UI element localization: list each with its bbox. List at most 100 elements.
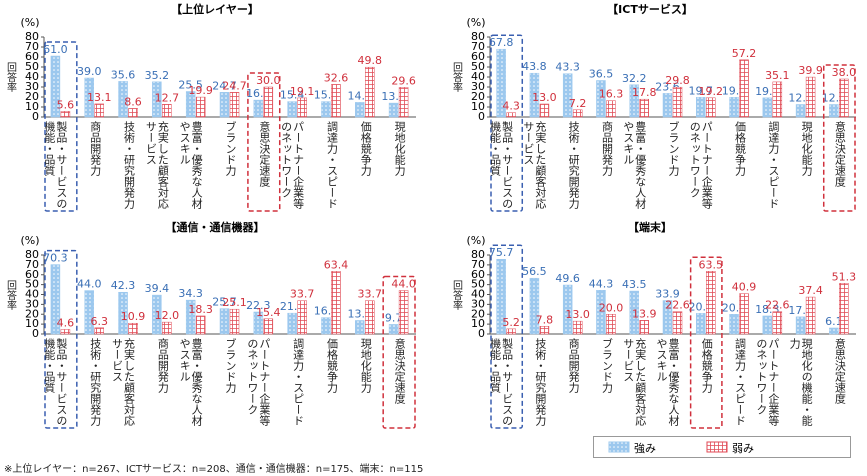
value-label: 33.7 bbox=[290, 288, 315, 301]
y-unit: (%) bbox=[20, 234, 39, 247]
y-unit: (%) bbox=[466, 234, 485, 247]
bar bbox=[50, 264, 61, 335]
bar bbox=[839, 283, 849, 335]
legend-swatch-fill bbox=[706, 441, 728, 453]
value-label: 75.7 bbox=[489, 246, 514, 259]
x-tick-label: 価格競争力 bbox=[733, 121, 747, 176]
x-tick-label: 意思決定速度 bbox=[257, 121, 271, 187]
bar bbox=[331, 271, 341, 335]
x-tick-label: 商品開発力 bbox=[156, 338, 170, 393]
x-tick-label: 製品・サービスの機能・品質 bbox=[42, 121, 68, 209]
value-label: 44.0 bbox=[77, 278, 102, 291]
bar bbox=[365, 300, 375, 335]
bar bbox=[388, 102, 399, 118]
y-tick-label: 80 bbox=[25, 30, 39, 43]
bar bbox=[287, 312, 297, 335]
value-label: 19.7 bbox=[689, 84, 714, 97]
y-tick-label: 20 bbox=[471, 307, 485, 320]
x-tick-label: 調達力・スピード bbox=[733, 338, 747, 426]
bar bbox=[162, 321, 172, 335]
x-tick-label: 商品開発力 bbox=[88, 121, 102, 176]
bar bbox=[762, 315, 773, 335]
y-tick-label: 70 bbox=[25, 40, 39, 53]
x-tick-label: 調達力・スピード bbox=[291, 338, 305, 426]
legend-label: 強み bbox=[634, 442, 656, 455]
bar bbox=[229, 308, 240, 335]
y-tick-label: 50 bbox=[471, 278, 485, 291]
value-label: 6.1 bbox=[825, 315, 843, 328]
value-label: 24.7 bbox=[212, 79, 237, 92]
value-label: 16.3 bbox=[599, 88, 624, 101]
legend-swatch bbox=[706, 441, 728, 453]
x-tick-label: パートナー企業等のネットワーク bbox=[245, 338, 271, 426]
value-label: 29.6 bbox=[391, 74, 416, 87]
bar bbox=[596, 290, 606, 335]
value-label: 7.2 bbox=[569, 97, 587, 110]
value-label: 20.0 bbox=[599, 301, 624, 314]
y-tick-label: 80 bbox=[25, 248, 39, 261]
y-tick-label: 70 bbox=[471, 40, 485, 53]
y-tick-label: 30 bbox=[25, 80, 39, 93]
value-label: 13.1 bbox=[87, 91, 112, 104]
y-tick-label: 10 bbox=[471, 317, 485, 330]
value-label: 4.3 bbox=[502, 100, 520, 113]
bar bbox=[496, 48, 506, 118]
value-label: 5.6 bbox=[57, 98, 75, 111]
value-label: 15.4 bbox=[256, 306, 281, 319]
value-label: 39.4 bbox=[145, 282, 170, 295]
x-tick-label: 充実した顧客対応サービス bbox=[521, 121, 547, 209]
bar bbox=[606, 314, 616, 335]
value-label: 25.1 bbox=[222, 296, 247, 309]
value-label: 40.9 bbox=[732, 281, 757, 294]
x-tick-label: 価格競争力 bbox=[700, 338, 714, 393]
x-tick-label: 充実した顧客対応サービス bbox=[110, 338, 136, 426]
chart-title: 【端末】 bbox=[628, 220, 672, 234]
x-tick-label: 商品開発力 bbox=[567, 338, 581, 393]
bar bbox=[152, 81, 162, 118]
value-label: 9.7 bbox=[385, 311, 403, 324]
value-label: 19.2 bbox=[699, 85, 724, 98]
y-tick-label: 60 bbox=[471, 268, 485, 281]
value-label: 24.7 bbox=[222, 79, 247, 92]
bar bbox=[60, 329, 71, 335]
bar bbox=[253, 99, 264, 118]
bar bbox=[772, 311, 783, 335]
value-label: 34.3 bbox=[178, 287, 203, 300]
bar bbox=[128, 322, 138, 335]
x-tick-label: 調達力・スピード bbox=[766, 121, 780, 209]
bar bbox=[84, 77, 94, 118]
y-tick-label: 60 bbox=[25, 50, 39, 63]
bar bbox=[321, 101, 331, 118]
highlight-box bbox=[490, 244, 524, 429]
x-tick-label: 価格競争力 bbox=[325, 338, 339, 393]
bar bbox=[672, 311, 683, 335]
value-label: 19.9 bbox=[188, 84, 213, 97]
y-unit: (%) bbox=[466, 16, 485, 29]
value-label: 49.8 bbox=[358, 54, 383, 67]
bar bbox=[297, 300, 307, 335]
x-tick-label: 調達力・スピード bbox=[325, 121, 339, 209]
value-label: 43.3 bbox=[555, 61, 580, 74]
x-tick-label: 豊富・優秀な人材やスキル bbox=[178, 121, 204, 209]
bar bbox=[562, 73, 573, 118]
bar bbox=[118, 81, 128, 118]
legend-swatch-fill bbox=[608, 441, 630, 453]
value-label: 43.8 bbox=[522, 60, 547, 73]
bar bbox=[596, 80, 606, 118]
y-tick-label: 80 bbox=[471, 30, 485, 43]
bar bbox=[388, 324, 399, 335]
bar bbox=[795, 104, 806, 118]
y-tick-label: 0 bbox=[478, 327, 485, 340]
y-tick-label: 10 bbox=[25, 100, 39, 113]
value-label: 32.2 bbox=[622, 72, 647, 85]
bar bbox=[355, 102, 365, 118]
x-tick-label: ブランド力 bbox=[600, 338, 614, 393]
x-tick-label: 技術・研究開発力 bbox=[88, 338, 102, 426]
value-label: 25.7 bbox=[212, 296, 237, 309]
x-tick-label: 価格競争力 bbox=[359, 121, 373, 176]
y-tick-label: 0 bbox=[32, 110, 39, 123]
bar bbox=[496, 258, 506, 335]
highlight-box bbox=[689, 256, 723, 429]
bar bbox=[639, 320, 649, 335]
